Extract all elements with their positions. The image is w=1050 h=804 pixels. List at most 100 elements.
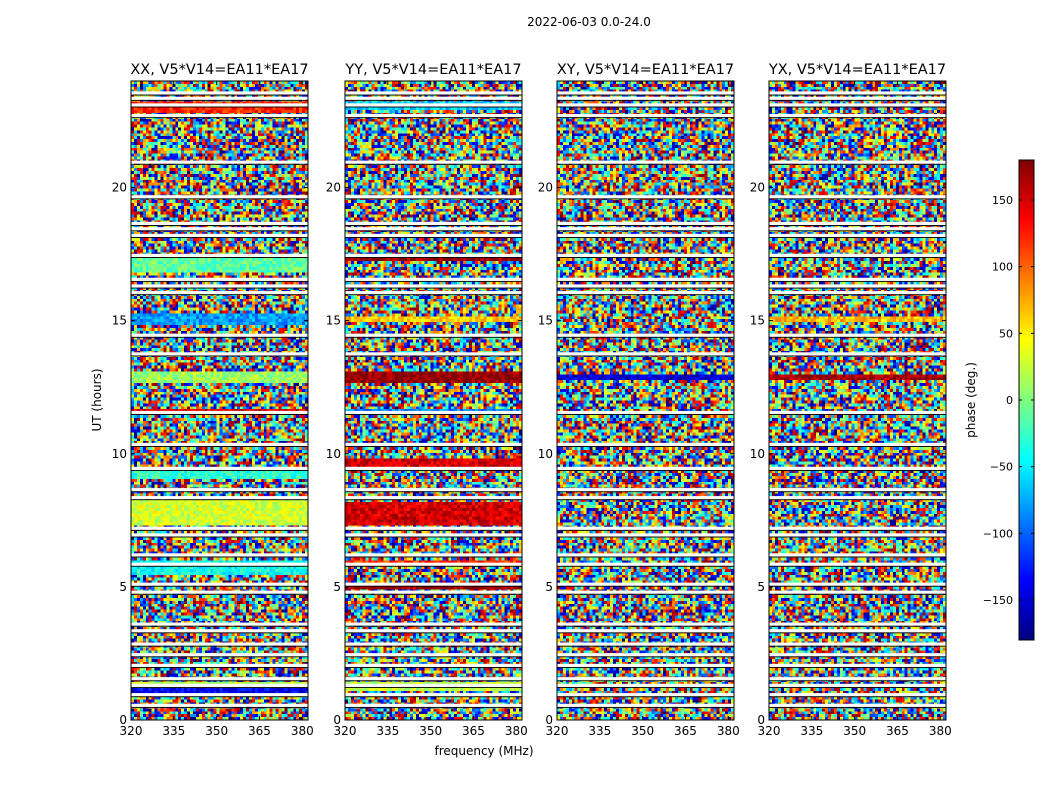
flagged-row-edge <box>557 706 734 708</box>
flagged-row <box>557 291 734 295</box>
flagged-row-edge <box>131 645 308 647</box>
flagged-row-edge <box>131 287 308 289</box>
x-tick-label: 380 <box>505 724 528 738</box>
flagged-row <box>557 642 734 646</box>
flagged-row <box>131 582 308 586</box>
flagged-row-edge <box>557 336 734 338</box>
flagged-row <box>345 410 522 415</box>
flagged-row <box>769 693 946 697</box>
x-tick-label: 335 <box>588 724 611 738</box>
flagged-row-edge <box>557 565 734 567</box>
flagged-row <box>345 442 522 447</box>
flagged-row <box>131 629 308 633</box>
y-tick-label: 5 <box>545 580 553 594</box>
flagged-row <box>557 677 734 681</box>
flagged-row <box>345 253 522 257</box>
flagged-row <box>557 333 734 337</box>
flagged-row-edge <box>557 536 734 538</box>
y-axis-label: UT (hours) <box>90 368 104 431</box>
flagged-row <box>557 663 734 668</box>
flagged-row-edge <box>557 556 734 558</box>
x-tick-label: 350 <box>419 724 442 738</box>
flagged-row <box>557 466 734 470</box>
x-tick-label: 335 <box>800 724 823 738</box>
flagged-row-edge <box>557 645 734 647</box>
flagged-row <box>345 622 522 626</box>
flagged-row-edge <box>131 585 308 587</box>
subplots: XX, V5*V14=EA11*EA17 320 335 350 365 380 0 5 10 1… <box>112 62 952 738</box>
y-tick-label: 0 <box>545 713 553 727</box>
flagged-row <box>131 227 308 231</box>
flagged-row <box>131 195 308 199</box>
flagged-row-edge <box>131 680 308 682</box>
flagged-row-edge <box>345 414 522 415</box>
flagged-row <box>557 622 734 626</box>
flagged-row <box>769 642 946 646</box>
y-tick-label: 0 <box>119 713 127 727</box>
flagged-row-edge <box>131 99 308 101</box>
flagged-row-edge <box>769 469 946 471</box>
flagged-row <box>345 227 522 231</box>
axes-frame <box>130 80 309 721</box>
flagged-row <box>769 253 946 257</box>
flagged-row <box>769 488 946 492</box>
axes-frame <box>344 80 523 721</box>
flagged-row <box>557 629 734 633</box>
flagged-row-edge <box>557 414 734 415</box>
flagged-row-edge <box>557 593 734 595</box>
flagged-row <box>131 663 308 668</box>
flagged-row-edge <box>769 529 946 531</box>
flagged-row-edge <box>769 585 946 587</box>
flagged-row <box>769 622 946 626</box>
flagged-row-edge <box>769 106 946 108</box>
flagged-row-edge <box>769 355 946 357</box>
flagged-row <box>769 582 946 586</box>
flagged-row <box>557 284 734 288</box>
flagged-row <box>769 114 946 118</box>
flagged-row <box>769 410 946 415</box>
y-tick-label: 5 <box>333 580 341 594</box>
flagged-row-edge <box>131 556 308 558</box>
flagged-row-edge <box>131 256 308 258</box>
flagged-row-edge <box>769 706 946 708</box>
x-tick-label: 335 <box>376 724 399 738</box>
colorbar-tick-label: 150 <box>992 194 1013 207</box>
flagged-row-edge <box>769 280 946 282</box>
flagged-row <box>769 442 946 447</box>
flagged-row <box>557 160 734 164</box>
x-tick-label: 365 <box>674 724 697 738</box>
flagged-row <box>557 195 734 199</box>
flagged-row <box>131 590 308 594</box>
y-tick-label: 20 <box>112 181 127 195</box>
flagged-row <box>131 352 308 356</box>
flagged-row-edge <box>131 237 308 238</box>
flagged-row <box>557 352 734 356</box>
flagged-row <box>769 96 946 100</box>
flagged-row <box>769 526 946 530</box>
flagged-row <box>131 677 308 681</box>
flagged-row <box>557 693 734 697</box>
flagged-row-edge <box>345 565 522 567</box>
flagged-row <box>345 352 522 356</box>
flagged-row <box>557 553 734 557</box>
flagged-row-edge <box>557 656 734 658</box>
y-tick-label: 20 <box>750 181 765 195</box>
flagged-row <box>557 410 734 415</box>
flagged-row-edge <box>345 280 522 282</box>
flagged-row-edge <box>131 593 308 595</box>
flagged-row-edge <box>557 499 734 501</box>
flagged-row-edge <box>557 106 734 108</box>
flagged-row <box>345 553 522 557</box>
flagged-row <box>345 96 522 100</box>
flagged-row <box>769 677 946 681</box>
y-tick-label: 15 <box>538 314 553 328</box>
y-tick-label: 20 <box>538 181 553 195</box>
y-tick-label: 5 <box>757 580 765 594</box>
flagged-row <box>557 496 734 500</box>
flagged-row <box>769 590 946 594</box>
flagged-row <box>769 553 946 557</box>
flagged-row <box>769 533 946 537</box>
x-tick-label: 380 <box>929 724 952 738</box>
flagged-row-edge <box>345 625 522 627</box>
